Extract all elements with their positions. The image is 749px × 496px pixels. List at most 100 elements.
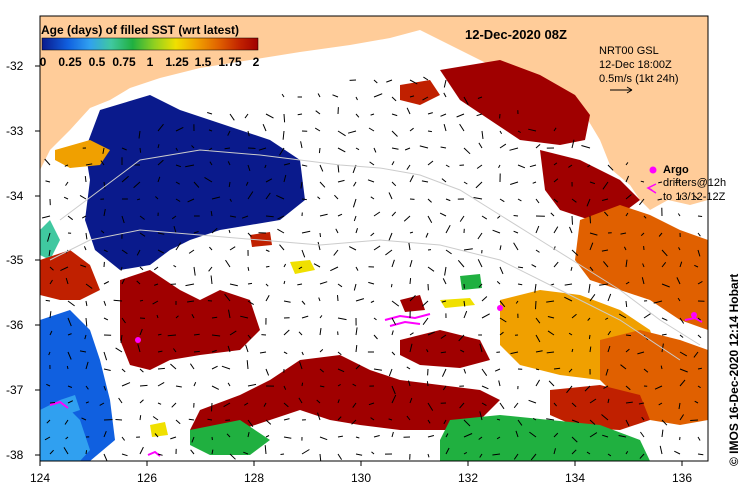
current-scale: 0.5m/s (1kt 24h) [599, 73, 678, 85]
current-vector [245, 181, 249, 186]
current-vector [679, 194, 682, 200]
current-vector [316, 399, 321, 404]
current-vector [690, 419, 699, 421]
current-vector [115, 419, 123, 421]
current-vector [318, 147, 321, 154]
current-vector [427, 453, 430, 458]
current-vector [586, 451, 591, 455]
current-vector [319, 385, 325, 388]
current-vector [640, 232, 645, 237]
current-vector [679, 261, 683, 268]
current-vector [187, 300, 195, 303]
current-vector [100, 230, 105, 234]
current-vector [355, 436, 360, 439]
current-vector [678, 402, 681, 410]
current-vector [103, 249, 108, 253]
current-vector [571, 249, 579, 256]
lon-tick-label: 132 [458, 471, 478, 485]
lon-tick-label: 126 [137, 471, 157, 485]
current-vector [245, 344, 249, 353]
current-vector [513, 215, 519, 217]
current-vector [85, 232, 88, 240]
current-vector [443, 79, 447, 88]
current-vector [121, 175, 129, 183]
current-vector [564, 296, 573, 302]
current-vector [280, 453, 285, 455]
current-vector [191, 145, 195, 149]
current-vector [247, 300, 254, 306]
current-vector [643, 368, 649, 373]
current-vector [513, 230, 519, 234]
current-vector [587, 317, 591, 321]
current-vector [352, 402, 357, 408]
current-vector [494, 368, 501, 372]
current-vector [85, 450, 88, 455]
current-vector [391, 147, 399, 150]
current-vector [607, 398, 610, 404]
current-vector [298, 266, 303, 270]
current-vector [170, 363, 177, 370]
current-vector [337, 164, 340, 173]
current-vector [175, 385, 182, 388]
current-vector [409, 175, 414, 183]
current-vector [570, 266, 573, 271]
current-vector [391, 181, 397, 187]
lat-tick-label: -32 [6, 59, 24, 73]
current-vector [679, 379, 686, 387]
current-vector [496, 436, 501, 440]
current-vector [535, 350, 543, 353]
current-vector [317, 196, 321, 200]
current-vector [492, 229, 501, 234]
current-vector [409, 231, 414, 234]
current-vector [102, 147, 105, 154]
current-vector [697, 232, 701, 237]
current-vector [515, 430, 519, 438]
current-vector [623, 246, 627, 251]
current-vector [423, 76, 429, 81]
current-vector [265, 192, 271, 200]
current-vector [589, 242, 594, 251]
current-vector [85, 300, 88, 307]
current-vector [301, 351, 304, 356]
current-vector [152, 300, 159, 305]
current-vector [445, 249, 452, 255]
current-vector [136, 249, 141, 256]
current-vector [175, 164, 182, 168]
current-vector [607, 164, 614, 171]
current-vector [301, 198, 307, 201]
current-vector [535, 144, 541, 149]
current-vector [386, 79, 393, 83]
current-vector [391, 161, 395, 166]
current-vector [103, 453, 108, 461]
current-vector [426, 381, 429, 387]
current-vector [445, 164, 450, 168]
current-vector [546, 300, 555, 303]
current-vector [157, 381, 165, 387]
current-vector [475, 181, 483, 189]
current-vector [136, 280, 141, 285]
current-vector [319, 164, 324, 172]
current-vector [639, 453, 645, 459]
current-vector [337, 283, 343, 288]
current-vector [477, 259, 483, 268]
current-vector [674, 450, 681, 455]
current-vector [406, 415, 411, 421]
current-vector [330, 266, 339, 272]
current-vector [81, 215, 87, 219]
current-vector [477, 232, 483, 240]
current-vector [226, 433, 231, 438]
lon-tick-label: 124 [30, 471, 50, 485]
current-vector [625, 212, 629, 217]
current-vector [313, 263, 321, 268]
current-vector [618, 435, 627, 438]
current-vector [515, 300, 519, 304]
current-vector [459, 402, 465, 409]
current-vector [48, 249, 51, 256]
current-vector [297, 113, 303, 116]
current-vector [477, 96, 483, 99]
colorbar-tick: 0.75 [112, 55, 136, 69]
current-vector [442, 278, 447, 285]
current-vector [602, 181, 609, 190]
current-vector [247, 282, 253, 285]
current-vector [553, 448, 556, 455]
